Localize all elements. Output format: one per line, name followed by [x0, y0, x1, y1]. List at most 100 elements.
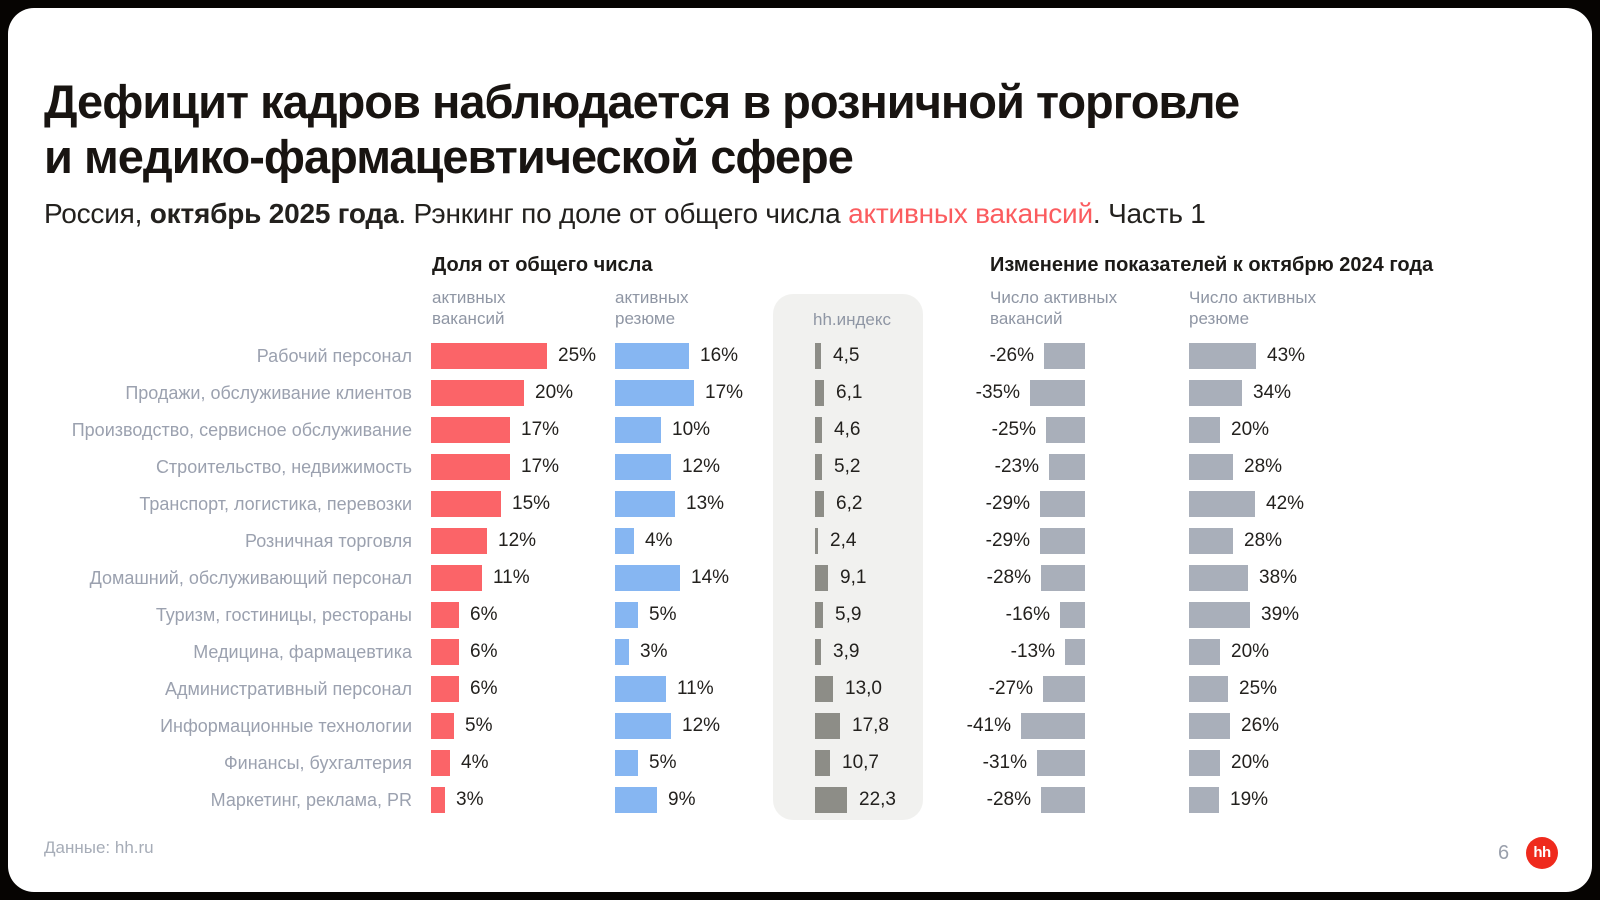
bar-resumes-share	[615, 787, 657, 813]
bar-resumes-change	[1189, 565, 1248, 591]
bar-hh-index	[815, 602, 823, 628]
bar-resumes-change	[1189, 787, 1219, 813]
bar-vacancies-change	[1037, 750, 1085, 776]
subtitle-part: Россия,	[44, 198, 150, 229]
subtitle-date: октябрь 2025 года	[149, 198, 399, 229]
bar-vacancies-share	[431, 713, 454, 739]
bar-resumes-share	[615, 454, 671, 480]
bar-vacancies-share	[431, 343, 547, 369]
bar-hh-index	[815, 380, 824, 406]
bar-resumes-share	[615, 639, 629, 665]
bar-vacancies-share	[431, 750, 450, 776]
bar-resumes-change	[1189, 676, 1228, 702]
value-hh-index: 22,3	[859, 789, 896, 810]
value-resumes-change: 43%	[1267, 345, 1306, 366]
value-resumes-share: 9%	[668, 789, 696, 810]
bar-resumes-share	[615, 417, 661, 443]
data-source: Данные: hh.ru	[44, 838, 154, 857]
value-vacancies-share: 3%	[456, 789, 484, 810]
bar-vacancies-share	[431, 528, 487, 554]
bar-vacancies-change	[1030, 380, 1085, 406]
header-share-group: Доля от общего числа	[432, 254, 653, 276]
bar-vacancies-share	[431, 491, 501, 517]
value-vacancies-change: -28%	[986, 789, 1031, 810]
value-resumes-change: 20%	[1231, 419, 1270, 440]
bar-resumes-change	[1189, 417, 1220, 443]
value-vacancies-share: 5%	[465, 715, 493, 736]
row-category-label: Продажи, обслуживание клиентов	[125, 383, 412, 403]
bar-resumes-share	[615, 380, 694, 406]
bar-vacancies-share	[431, 602, 459, 628]
bar-resumes-change	[1189, 713, 1230, 739]
header-change-resumes: Число активных резюме	[1189, 288, 1317, 328]
value-hh-index: 17,8	[852, 715, 889, 736]
bar-vacancies-change	[1041, 565, 1085, 591]
header-change-group: Изменение показателей к октябрю 2024 год…	[990, 254, 1434, 276]
value-vacancies-change: -26%	[989, 345, 1034, 366]
value-resumes-share: 4%	[645, 530, 673, 551]
bar-vacancies-change	[1040, 528, 1085, 554]
row-category-label: Рабочий персонал	[256, 346, 412, 366]
value-hh-index: 3,9	[833, 641, 860, 662]
bar-vacancies-share	[431, 565, 482, 591]
bar-resumes-share	[615, 491, 675, 517]
subtitle-part: . Рэнкинг по доле от общего числа	[398, 198, 849, 229]
bar-resumes-change	[1189, 639, 1220, 665]
bar-resumes-share	[615, 750, 638, 776]
page-number: 6	[1498, 842, 1510, 864]
header-change-vacancies: Число активных вакансий	[990, 288, 1118, 328]
value-vacancies-share: 17%	[521, 419, 560, 440]
value-resumes-share: 5%	[649, 604, 677, 625]
value-vacancies-change: -31%	[982, 752, 1027, 773]
value-resumes-share: 12%	[682, 715, 721, 736]
value-hh-index: 6,1	[836, 382, 863, 403]
value-hh-index: 9,1	[840, 567, 867, 588]
bar-resumes-change	[1189, 528, 1233, 554]
bar-vacancies-change	[1044, 343, 1085, 369]
header-share-vacancies: активных вакансий	[432, 288, 506, 328]
bar-resumes-change	[1189, 750, 1220, 776]
hh-logo-icon: hh	[1526, 837, 1558, 869]
value-vacancies-change: -35%	[975, 382, 1020, 403]
bar-resumes-share	[615, 565, 680, 591]
bar-vacancies-share	[431, 787, 445, 813]
value-vacancies-change: -25%	[991, 419, 1036, 440]
value-hh-index: 5,2	[834, 456, 861, 477]
header-hh-index: hh.индекс	[813, 310, 892, 329]
value-resumes-share: 11%	[677, 678, 714, 699]
value-resumes-share: 5%	[649, 752, 677, 773]
bar-vacancies-share	[431, 417, 510, 443]
value-resumes-change: 42%	[1266, 493, 1305, 514]
row-category-label: Медицина, фармацевтика	[193, 642, 412, 662]
bar-vacancies-change	[1040, 491, 1085, 517]
bar-vacancies-change	[1049, 454, 1085, 480]
bar-vacancies-change	[1021, 713, 1085, 739]
bar-hh-index	[815, 491, 824, 517]
value-vacancies-change: -27%	[988, 678, 1033, 699]
bar-resumes-share	[615, 713, 671, 739]
value-resumes-share: 10%	[672, 419, 711, 440]
row-category-label: Административный персонал	[164, 679, 412, 699]
bar-resumes-change	[1189, 491, 1255, 517]
value-resumes-share: 17%	[705, 382, 744, 403]
bar-hh-index	[815, 639, 821, 665]
value-hh-index: 6,2	[836, 493, 863, 514]
bar-vacancies-share	[431, 454, 510, 480]
value-resumes-change: 38%	[1259, 567, 1298, 588]
value-resumes-share: 13%	[686, 493, 725, 514]
row-category-label: Информационные технологии	[160, 716, 412, 736]
bar-hh-index	[815, 454, 822, 480]
value-resumes-share: 16%	[700, 345, 739, 366]
page-title: Дефицит кадров наблюдается в розничной т…	[44, 74, 1240, 184]
value-resumes-share: 14%	[691, 567, 730, 588]
bar-resumes-change	[1189, 454, 1233, 480]
value-hh-index: 2,4	[830, 530, 857, 551]
row-category-label: Строительство, недвижимость	[155, 457, 412, 477]
bar-hh-index	[815, 713, 840, 739]
value-resumes-change: 20%	[1231, 752, 1270, 773]
value-vacancies-change: -16%	[1005, 604, 1050, 625]
value-vacancies-share: 11%	[493, 567, 530, 588]
value-hh-index: 4,5	[833, 345, 860, 366]
value-hh-index: 4,6	[834, 419, 861, 440]
